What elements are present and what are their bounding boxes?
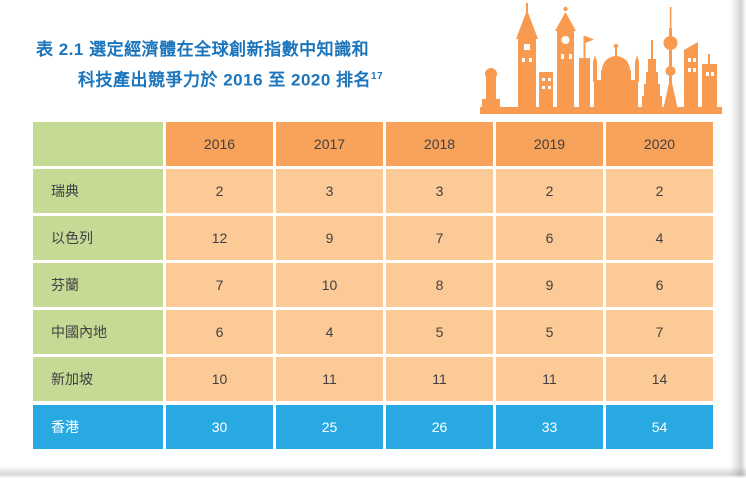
column-header-2016: 2016 (166, 122, 273, 166)
table-cell: 7 (386, 216, 493, 260)
page-edge-shadow-right (730, 0, 746, 478)
table-cell: 9 (276, 216, 383, 260)
table-cell: 14 (606, 357, 713, 401)
table-cell: 54 (606, 405, 713, 449)
table-cell: 10 (166, 357, 273, 401)
caption-line-1: 表 2.1 選定經濟體在全球創新指數中知識和 (36, 40, 370, 59)
table-cell: 25 (276, 405, 383, 449)
table-cell: 33 (496, 405, 603, 449)
caption-line-2-text: 科技產出競爭力於 2016 至 2020 排名 (78, 70, 372, 90)
row-label-israel: 以色列 (33, 216, 163, 260)
table-cell: 4 (276, 310, 383, 354)
table-cell: 5 (496, 310, 603, 354)
table-cell: 10 (276, 263, 383, 307)
table-cell: 26 (386, 405, 493, 449)
table-cell: 11 (496, 357, 603, 401)
column-header-2017: 2017 (276, 122, 383, 166)
table-corner-cell (33, 122, 163, 166)
row-label-hong-kong: 香港 (33, 405, 163, 449)
city-skyline-icon (480, 3, 722, 114)
table-cell: 3 (276, 169, 383, 213)
table-cell: 30 (166, 405, 273, 449)
table-cell: 2 (496, 169, 603, 213)
row-label-finland: 芬蘭 (33, 263, 163, 307)
table-cell: 2 (166, 169, 273, 213)
ranking-table: 2016 2017 2018 2019 2020 瑞典 2 3 3 2 2 以色… (33, 122, 713, 401)
table-cell: 11 (276, 357, 383, 401)
table-cell: 5 (386, 310, 493, 354)
table-cell: 6 (166, 310, 273, 354)
footnote-reference: 17 (371, 71, 384, 82)
table-cell: 8 (386, 263, 493, 307)
table-cell: 9 (496, 263, 603, 307)
table-cell: 2 (606, 169, 713, 213)
caption-line-2: 科技產出競爭力於 2016 至 2020 排名17 (36, 63, 383, 94)
table-cell: 4 (606, 216, 713, 260)
row-label-sweden: 瑞典 (33, 169, 163, 213)
table-cell: 11 (386, 357, 493, 401)
column-header-2020: 2020 (606, 122, 713, 166)
column-header-2018: 2018 (386, 122, 493, 166)
table-cell: 7 (166, 263, 273, 307)
row-label-mainland-china: 中國內地 (33, 310, 163, 354)
table-cell: 6 (606, 263, 713, 307)
ranking-table-highlight-row: 香港 30 25 26 33 54 (33, 405, 713, 449)
table-cell: 12 (166, 216, 273, 260)
table-caption: 表 2.1 選定經濟體在全球創新指數中知識和 科技產出競爭力於 2016 至 2… (36, 36, 383, 94)
column-header-2019: 2019 (496, 122, 603, 166)
row-label-singapore: 新加坡 (33, 357, 163, 401)
table-cell: 6 (496, 216, 603, 260)
page-edge-shadow-bottom (0, 466, 746, 478)
table-cell: 3 (386, 169, 493, 213)
table-cell: 7 (606, 310, 713, 354)
